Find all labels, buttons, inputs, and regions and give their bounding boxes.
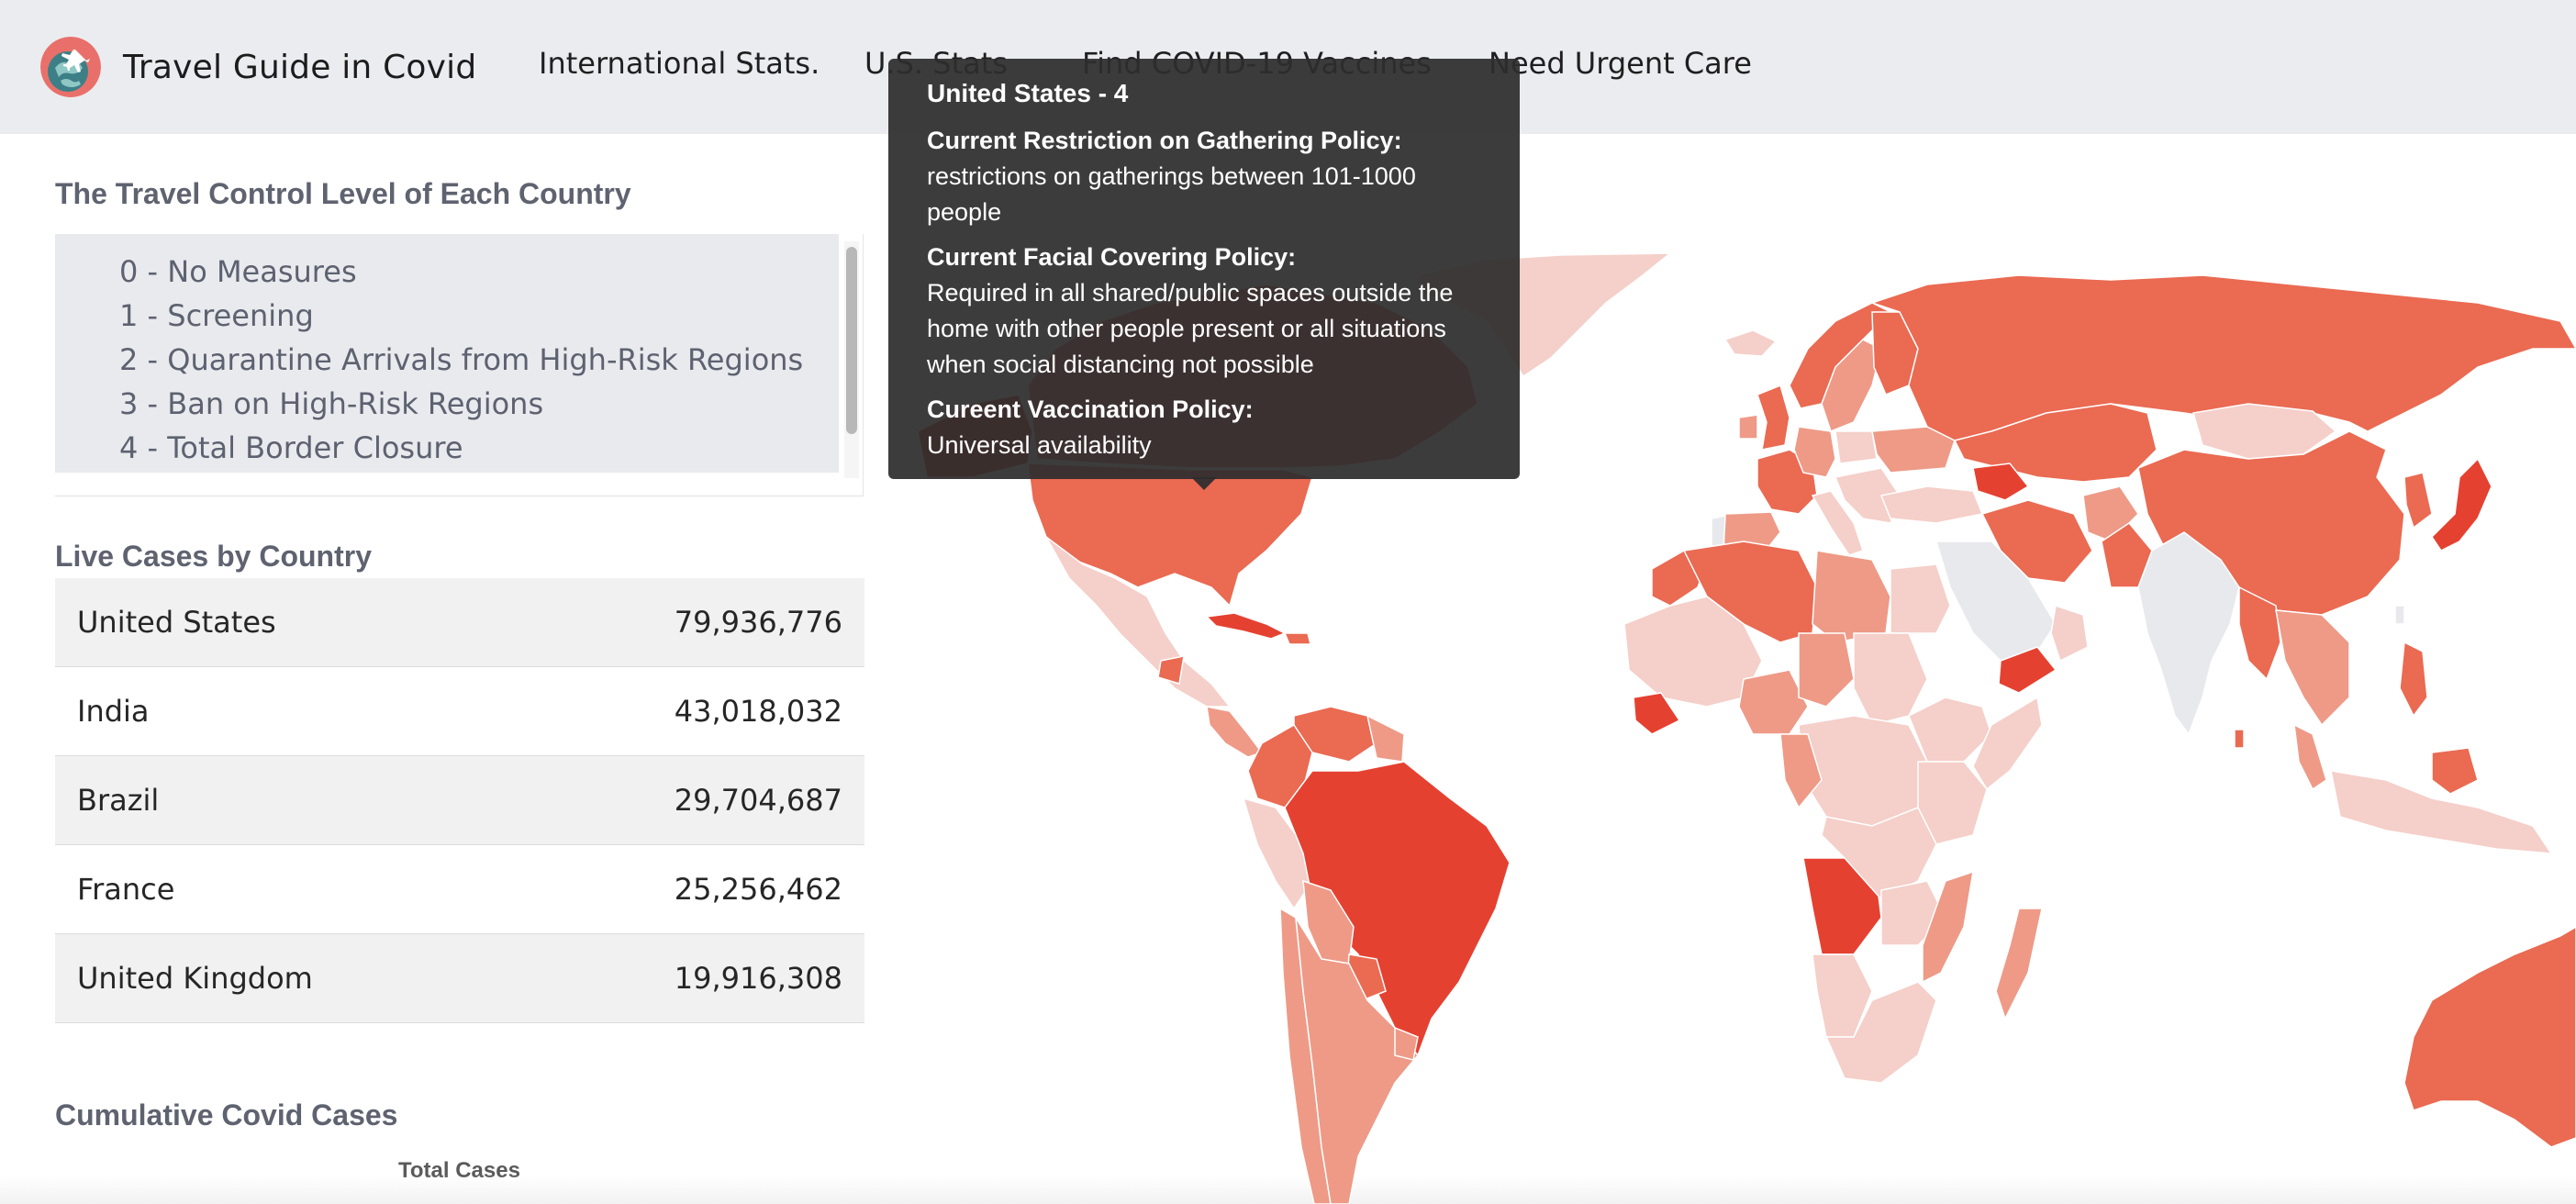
country-tooltip: United States - 4 Current Restriction on… — [888, 59, 1520, 479]
country-ireland[interactable] — [1738, 414, 1758, 440]
legend-item-level-1: 1 - Screening — [119, 298, 314, 333]
country-turkey[interactable] — [1879, 485, 1984, 524]
country-name: France — [77, 872, 175, 907]
country-mexico[interactable] — [1045, 536, 1232, 708]
country-indonesia[interactable] — [2330, 770, 2553, 854]
country-egypt[interactable] — [1890, 563, 1951, 634]
country-indochina[interactable] — [2275, 609, 2350, 727]
case-count: 29,704,687 — [674, 783, 842, 818]
country-taiwan[interactable] — [2394, 605, 2405, 625]
country-central-america[interactable] — [1206, 706, 1264, 758]
country-germany[interactable] — [1793, 426, 1836, 478]
tooltip-vaccination-value: Universal availability — [927, 431, 1152, 459]
country-guinea[interactable] — [1633, 692, 1681, 735]
bottom-fade — [0, 1175, 2576, 1204]
country-madagascar[interactable] — [1995, 908, 2043, 1020]
legend-item-level-2: 2 - Quarantine Arrivals from High-Risk R… — [119, 342, 804, 377]
legend-item-level-3: 3 - Ban on High-Risk Regions — [119, 386, 544, 421]
country-sudan[interactable] — [1853, 632, 1928, 726]
tooltip-gathering-label: Current Restriction on Gathering Policy: — [927, 127, 1402, 154]
country-sri-lanka[interactable] — [2234, 729, 2245, 749]
travel-control-legend[interactable]: 0 - No Measures 1 - Screening 2 - Quaran… — [55, 234, 864, 496]
tooltip-vaccination-label: Cureent Vaccination Policy: — [927, 396, 1254, 423]
country-philippines[interactable] — [2399, 641, 2428, 718]
tooltip-arrow — [1191, 477, 1217, 490]
country-chad[interactable] — [1798, 632, 1855, 708]
tooltip-title: United States - 4 — [927, 79, 1129, 107]
nav-link-international-stats[interactable]: International Stats. — [539, 46, 820, 81]
country-mongolia[interactable] — [2192, 403, 2337, 460]
country-guatemala[interactable] — [1157, 655, 1185, 685]
country-libya[interactable] — [1812, 550, 1891, 643]
country-oman[interactable] — [2050, 605, 2089, 663]
country-name: India — [77, 694, 150, 729]
country-borneo[interactable] — [2431, 747, 2479, 795]
travel-control-title: The Travel Control Level of Each Country — [55, 177, 631, 210]
country-balkans[interactable] — [1834, 467, 1901, 524]
country-italy[interactable] — [1811, 490, 1864, 556]
live-cases-title: Live Cases by Country — [55, 540, 372, 573]
table-row[interactable]: Brazil 29,704,687 — [55, 756, 864, 845]
country-mozambique[interactable] — [1922, 870, 1974, 984]
legend-list: 0 - No Measures 1 - Screening 2 - Quaran… — [55, 234, 839, 473]
country-korea[interactable] — [2403, 472, 2433, 530]
country-somalia[interactable] — [1972, 696, 2043, 791]
case-count: 43,018,032 — [674, 694, 842, 729]
case-count: 19,916,308 — [674, 961, 842, 996]
country-united-states[interactable] — [1027, 463, 1313, 608]
table-row[interactable]: United States 79,936,776 — [55, 578, 864, 667]
country-myanmar[interactable] — [2238, 585, 2281, 681]
country-uruguay[interactable] — [1394, 1026, 1419, 1061]
country-australia[interactable] — [2403, 926, 2576, 1148]
country-russia[interactable] — [1869, 274, 2576, 441]
legend-item-level-0: 0 - No Measures — [119, 254, 357, 289]
tooltip-facial-label: Current Facial Covering Policy: — [927, 243, 1297, 271]
country-name: United Kingdom — [77, 961, 313, 996]
country-guianas[interactable] — [1366, 714, 1405, 763]
country-caucasus[interactable] — [1972, 463, 2030, 501]
tooltip-gathering-value: restrictions on gatherings between 101-1… — [927, 162, 1416, 226]
brand[interactable]: Travel Guide in Covid — [40, 37, 476, 97]
country-haiti[interactable] — [1283, 632, 1311, 645]
country-name: Brazil — [77, 783, 160, 818]
cumulative-cases-title: Cumulative Covid Cases — [55, 1098, 398, 1132]
country-name: United States — [77, 605, 276, 640]
legend-scrollbar[interactable] — [844, 241, 859, 478]
country-india[interactable] — [2137, 531, 2240, 736]
country-poland[interactable] — [1834, 430, 1878, 464]
country-drc[interactable] — [1821, 807, 1937, 900]
legend-item-level-4: 4 - Total Border Closure — [119, 430, 463, 465]
case-count: 25,256,462 — [674, 872, 842, 907]
country-cuba[interactable] — [1205, 612, 1287, 640]
table-row[interactable]: United Kingdom 19,916,308 — [55, 934, 864, 1023]
country-malaysia[interactable] — [2293, 723, 2327, 791]
table-row[interactable]: India 43,018,032 — [55, 667, 864, 756]
country-argentina[interactable] — [1295, 917, 1419, 1204]
brand-title: Travel Guide in Covid — [123, 48, 477, 86]
country-uk[interactable] — [1756, 384, 1790, 451]
tooltip-facial-value: Required in all shared/public spaces out… — [927, 279, 1454, 378]
nav-link-urgent-care[interactable]: Need Urgent Care — [1489, 46, 1752, 81]
country-gabon[interactable] — [1779, 733, 1823, 809]
legend-scrollbar-thumb[interactable] — [846, 247, 857, 434]
globe-airplane-logo-icon — [40, 37, 101, 97]
world-map[interactable] — [918, 134, 2576, 1204]
table-row[interactable]: France 25,256,462 — [55, 845, 864, 934]
country-japan[interactable] — [2431, 457, 2492, 552]
country-peru[interactable] — [1242, 797, 1313, 910]
live-cases-table: United States 79,936,776 India 43,018,03… — [55, 578, 864, 1023]
country-yemen[interactable] — [1998, 646, 2057, 694]
case-count: 79,936,776 — [674, 605, 842, 640]
country-iceland[interactable] — [1723, 329, 1778, 357]
country-nigeria[interactable] — [1738, 669, 1809, 735]
country-south-africa[interactable] — [1824, 981, 1937, 1084]
